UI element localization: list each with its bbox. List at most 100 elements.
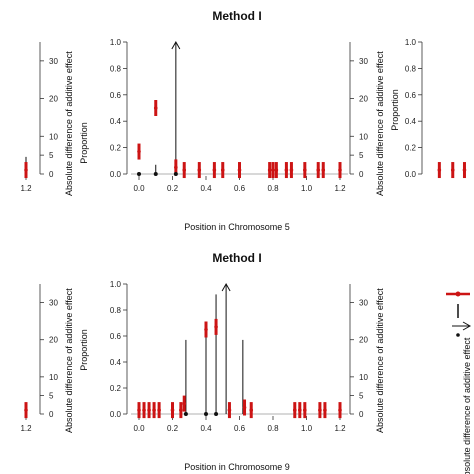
panel-1-red-point xyxy=(321,168,326,172)
panel-1-red-point xyxy=(338,168,342,172)
panel-1-left-tick-label: 0.2 xyxy=(110,144,122,153)
panel-1-left-tick-label: 0.8 xyxy=(110,64,122,73)
panel-4-right-tick-label: 20 xyxy=(359,336,368,345)
panel-1-red-point xyxy=(220,168,225,172)
panel-4-x-tick-label: 1.2 xyxy=(334,424,346,433)
panel-4-right-tick-label: 0 xyxy=(359,410,364,419)
panel-4-black-dot xyxy=(183,412,188,416)
top-title: Method I xyxy=(212,9,261,23)
panel-1-left-tick-label: 0.6 xyxy=(110,91,122,100)
center-bottom-yright-label: Absolute difference of additive effect xyxy=(375,288,385,433)
panel-4-red-point xyxy=(170,408,175,412)
panel-4-red-point xyxy=(227,408,232,412)
panel-4-x-tick-label: 0.2 xyxy=(167,424,179,433)
panel-4-red-point xyxy=(323,408,327,412)
panel-4-black-dot xyxy=(214,412,219,416)
legend xyxy=(446,291,472,337)
panel-1-red-point xyxy=(174,165,178,170)
legend-black-dot xyxy=(456,333,460,337)
panel-1-right-tick-label: 30 xyxy=(359,57,368,66)
panel-1-x-tick-label: 0.2 xyxy=(167,184,179,193)
panel-4-black-dot xyxy=(204,412,208,416)
panel-1-red-point xyxy=(212,168,217,172)
panel-4-red-point xyxy=(242,405,247,410)
panel-1-red-point xyxy=(197,168,202,172)
panel-4-x-tick-label: 0.0 xyxy=(133,424,145,433)
top-xlabel: Position in Chromosome 5 xyxy=(184,222,290,232)
panel-1-red-point xyxy=(237,168,242,172)
panel-2-red-point xyxy=(450,168,455,172)
panel-4-right-tick-label: 30 xyxy=(359,299,368,308)
bottom-title: Method I xyxy=(212,251,261,265)
panel-4-red-point xyxy=(147,408,151,412)
panel-0-right-tick-label: 0 xyxy=(49,170,54,179)
center-top-ylabel: Proportion xyxy=(79,122,89,164)
panel-0-x-tick-label: 1.2 xyxy=(20,184,32,193)
panel-1-arrow-head xyxy=(171,40,181,50)
panel-1-red-point xyxy=(316,168,321,172)
panel-4-red-point xyxy=(182,401,187,406)
panel-1-red-point xyxy=(153,106,158,110)
right-top-ylabel: Proportion xyxy=(390,89,400,131)
panel-4-red-point xyxy=(298,408,302,412)
panel-1-left-tick-label: 1.0 xyxy=(110,38,122,47)
panel-1-x-tick-label: 0.8 xyxy=(267,184,279,193)
panel-4-red-point xyxy=(338,408,342,412)
panel-0-right-tick-label: 20 xyxy=(49,95,58,104)
panel-3-right-tick-label: 5 xyxy=(49,391,54,400)
panel-3-x-tick-label: 1.2 xyxy=(20,424,32,433)
panel-4-red-point xyxy=(179,408,183,412)
panel-1-red-point xyxy=(267,168,272,172)
panel-3-right-tick-label: 20 xyxy=(49,336,58,345)
panel-2-left-tick-label: 0.6 xyxy=(405,91,417,100)
panel-2-left-tick-label: 0.2 xyxy=(405,144,417,153)
panel-2-left-tick-label: 1.0 xyxy=(405,38,417,47)
panel-3-red-point xyxy=(24,408,28,412)
panel-1-black-dot xyxy=(173,172,178,176)
panel-1-red-point xyxy=(271,168,275,172)
panel-4-red-point xyxy=(204,327,208,332)
panel-1-red-point xyxy=(284,168,289,172)
panel-1-right-tick-label: 0 xyxy=(359,170,364,179)
panel-1-x-tick-label: 0.0 xyxy=(133,184,145,193)
panel-2-red-point xyxy=(437,168,442,172)
panel-4-red-point xyxy=(137,408,141,412)
panel-4-red-point xyxy=(142,408,146,412)
center-top-yright-label: Absolute difference of additive effect xyxy=(375,51,385,196)
panel-1-red-point xyxy=(182,168,187,172)
legend-red-point xyxy=(455,291,461,297)
panel-1-right-tick-label: 20 xyxy=(359,95,368,104)
panel-1-right-tick-label: 5 xyxy=(359,151,364,160)
panel-1-red-point xyxy=(137,149,141,154)
panel-1-x-tick-label: 1.0 xyxy=(301,184,313,193)
panel-4-red-point xyxy=(318,408,322,412)
panel-2-red-point xyxy=(462,168,467,172)
panel-0-right-tick-label: 5 xyxy=(49,151,54,160)
panel-4-left-tick-label: 1.0 xyxy=(110,280,122,289)
panel-4-red-point xyxy=(157,408,161,412)
panel-4-x-tick-label: 0.4 xyxy=(200,424,212,433)
panel-2-left-tick-label: 0.0 xyxy=(405,170,417,179)
panel-4-left-tick-label: 0.4 xyxy=(110,358,122,367)
panel-4-red-point xyxy=(249,408,254,412)
panel-1-red-point xyxy=(289,168,294,172)
panel-4-red-point xyxy=(292,408,297,412)
panel-4-x-tick-label: 1.0 xyxy=(301,424,313,433)
panel-4-left-tick-label: 0.0 xyxy=(110,410,122,419)
panel-1-right-tick-label: 10 xyxy=(359,132,368,141)
panel-3-right-tick-label: 10 xyxy=(49,373,58,382)
panel-0-right-tick-label: 30 xyxy=(49,57,58,66)
panel-4-left-tick-label: 0.8 xyxy=(110,306,122,315)
panel-1-left-tick-label: 0.0 xyxy=(110,170,122,179)
panel-1-x-tick-label: 1.2 xyxy=(334,184,346,193)
legend-arrow-head xyxy=(462,321,472,331)
panel-4-red-point xyxy=(303,408,307,412)
panel-1-red-point xyxy=(303,168,307,172)
panel-3-right-tick-label: 0 xyxy=(49,410,54,419)
panel-4-left-tick-label: 0.6 xyxy=(110,332,122,341)
panel-4-right-tick-label: 10 xyxy=(359,373,368,382)
panel-0-right-tick-label: 10 xyxy=(49,132,58,141)
panel-1-x-tick-label: 0.6 xyxy=(234,184,246,193)
left-top-yright-label: Absolute difference of additive effect xyxy=(64,51,74,196)
